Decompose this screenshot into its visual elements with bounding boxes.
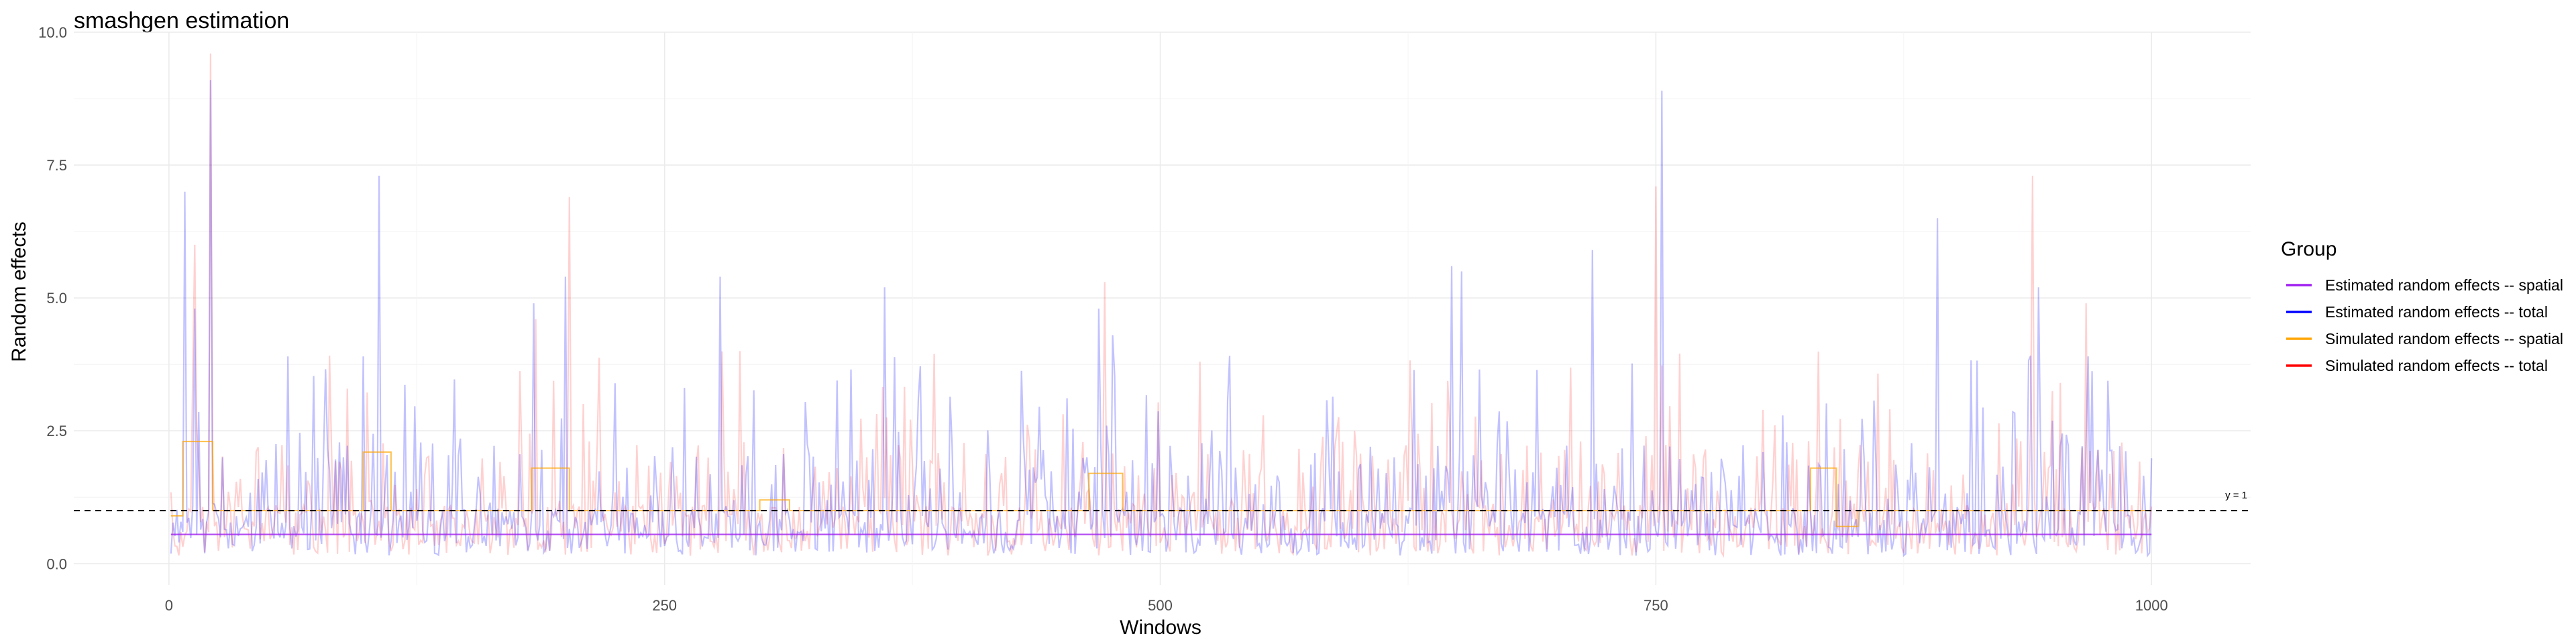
legend-label: Estimated random effects -- spatial (2325, 276, 2563, 294)
legend-items: Estimated random effects -- spatial Estim… (2286, 276, 2563, 374)
series-simulated-spatial-line (170, 441, 2152, 527)
y-tick-label: 0.0 (46, 555, 67, 572)
x-tick-label: 250 (652, 597, 677, 614)
series-simulated-total-line (170, 53, 2153, 558)
x-tick-label: 0 (165, 597, 173, 614)
series-estimated-total-line (170, 80, 2153, 558)
legend-label: Estimated random effects -- total (2325, 303, 2548, 321)
y-axis-title: Random effects (8, 221, 30, 362)
legend-title: Group (2281, 238, 2337, 260)
grid (74, 32, 2251, 585)
x-axis-title: Windows (1120, 616, 1201, 639)
x-tick-label: 500 (1148, 597, 1173, 614)
x-tick-label: 1000 (2135, 597, 2168, 614)
y-tick-label: 2.5 (46, 423, 67, 439)
legend-label: Simulated random effects -- total (2325, 357, 2548, 374)
reference-line-group: y = 1 (74, 490, 2251, 512)
y-tick-label: 5.0 (46, 290, 67, 307)
legend: Group Estimated random effects -- spatia… (2281, 238, 2563, 374)
series-layer (170, 53, 2153, 558)
y-axis-ticks: 0.0 2.5 5.0 7.5 10.0 (38, 24, 67, 572)
y-tick-label: 7.5 (46, 157, 67, 174)
y-tick-label: 10.0 (38, 24, 67, 41)
reference-line-label: y = 1 (2225, 490, 2247, 501)
legend-label: Simulated random effects -- spatial (2325, 330, 2563, 347)
chart-title: smashgen estimation (74, 8, 289, 34)
x-axis-ticks: 0 250 500 750 1000 (165, 597, 2168, 614)
x-tick-label: 750 (1644, 597, 1668, 614)
